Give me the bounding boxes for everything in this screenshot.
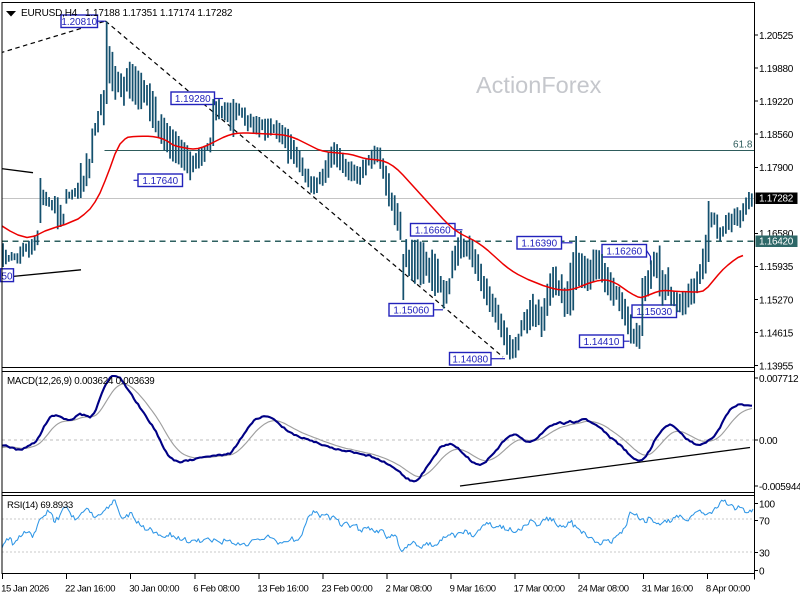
svg-text:1.14615: 1.14615 <box>759 328 794 339</box>
svg-text:6 Feb 08:00: 6 Feb 08:00 <box>193 584 239 595</box>
svg-text:17 Mar 00:00: 17 Mar 00:00 <box>514 584 565 595</box>
svg-text:100: 100 <box>759 499 776 510</box>
svg-text:61.8: 61.8 <box>733 140 753 151</box>
svg-text:1.18560: 1.18560 <box>759 130 794 141</box>
svg-text:1.14080: 1.14080 <box>452 355 488 366</box>
svg-text:15 Jan 2026: 15 Jan 2026 <box>1 584 49 595</box>
svg-text:ActionForex: ActionForex <box>476 72 602 98</box>
svg-text:1.19280: 1.19280 <box>175 94 211 105</box>
svg-text:1.15935: 1.15935 <box>759 262 794 273</box>
svg-text:13 Feb 16:00: 13 Feb 16:00 <box>257 584 308 595</box>
svg-text:1.15060: 1.15060 <box>393 306 429 317</box>
svg-text:1.14410: 1.14410 <box>584 337 620 348</box>
svg-text:9 Mar 16:00: 9 Mar 16:00 <box>450 584 496 595</box>
svg-text:2 Mar 08:00: 2 Mar 08:00 <box>386 584 432 595</box>
svg-text:0: 0 <box>759 566 765 577</box>
svg-text:1.13955: 1.13955 <box>759 361 794 372</box>
svg-text:1.20525: 1.20525 <box>759 31 794 42</box>
svg-text:30 Jan 00:00: 30 Jan 00:00 <box>129 584 179 595</box>
svg-text:1.15030: 1.15030 <box>636 307 672 318</box>
svg-text:50: 50 <box>2 271 13 282</box>
svg-text:1.16660: 1.16660 <box>415 226 451 237</box>
svg-text:1.15270: 1.15270 <box>759 295 794 306</box>
svg-text:1.17640: 1.17640 <box>142 176 178 187</box>
svg-text:70: 70 <box>759 516 770 527</box>
svg-text:1.20810: 1.20810 <box>61 17 97 28</box>
svg-text:-0.005944: -0.005944 <box>759 482 800 493</box>
svg-text:1.16580: 1.16580 <box>759 229 794 240</box>
svg-text:31 Mar 16:00: 31 Mar 16:00 <box>642 584 693 595</box>
svg-text:22 Jan 16:00: 22 Jan 16:00 <box>65 584 115 595</box>
svg-text:1.16260: 1.16260 <box>606 247 642 258</box>
svg-text:1.19880: 1.19880 <box>759 64 794 75</box>
svg-text:24 Mar 08:00: 24 Mar 08:00 <box>578 584 629 595</box>
svg-text:1.16390: 1.16390 <box>521 239 557 250</box>
svg-text:30: 30 <box>759 548 770 559</box>
svg-text:23 Feb 00:00: 23 Feb 00:00 <box>321 584 372 595</box>
svg-text:1.17900: 1.17900 <box>759 163 794 174</box>
svg-text:MACD(12,26,9) 0.003624 0.00363: MACD(12,26,9) 0.003624 0.003639 <box>7 376 154 387</box>
svg-text:RSI(14) 69.8933: RSI(14) 69.8933 <box>7 500 73 511</box>
svg-text:1.17282: 1.17282 <box>759 194 794 205</box>
svg-text:0.007712: 0.007712 <box>759 374 799 385</box>
svg-text:1.16420: 1.16420 <box>759 237 794 248</box>
svg-text:1.19220: 1.19220 <box>759 97 794 108</box>
svg-text:0.00: 0.00 <box>759 436 778 447</box>
svg-text:8 Apr 00:00: 8 Apr 00:00 <box>706 584 750 595</box>
svg-text:EURUSD,H4 1.17188 1.17351 1.: EURUSD,H4 1.17188 1.17351 1.17174 1.1728… <box>21 8 233 19</box>
